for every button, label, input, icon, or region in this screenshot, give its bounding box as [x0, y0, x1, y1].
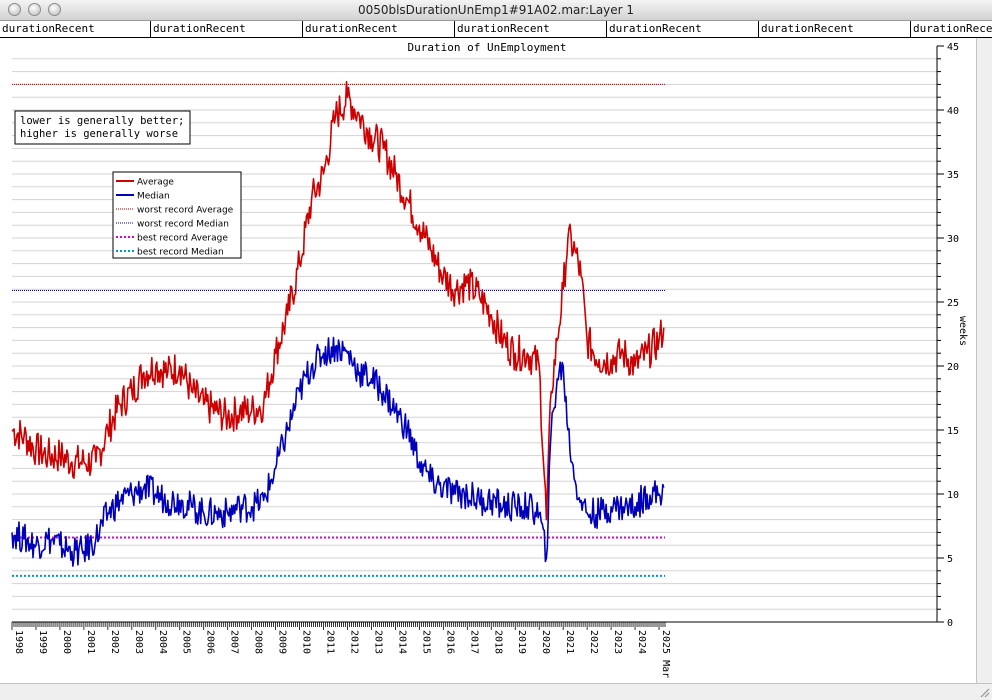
legend-label: worst record Median [137, 220, 229, 230]
x-tick-label: 2023 [612, 630, 623, 654]
window-title: 0050blsDurationUnEmp1#91A02.mar:Layer 1 [357, 3, 635, 17]
y-tick-label: 45 [947, 42, 959, 53]
note-box-frame [14, 110, 191, 145]
x-tick-label: 2008 [253, 630, 264, 654]
legend-label: Average [137, 178, 174, 188]
x-tick-label: 2019 [516, 630, 527, 654]
x-tick-label: 2022 [588, 630, 599, 654]
series-lines [11, 80, 665, 567]
series-line-average [11, 80, 665, 521]
y-axis-label: weeks [957, 316, 968, 346]
series-line-median [11, 336, 665, 567]
x-axis-ticks: 1998 1999 2000 2001 2002 2003 2004 2005 2006 2007… [11, 622, 671, 678]
x-tick-label: 1998 [13, 630, 24, 654]
x-tick-label: 2020 [540, 630, 551, 654]
x-tick-label: 2013 [372, 630, 383, 654]
x-tick-label: 2005 [181, 630, 192, 654]
duration-chart: 0 5 10 15 20 25 30 35 40 45 1998 1999 2000 2001 2002 2… [11, 41, 968, 678]
x-tick-label: 2006 [205, 630, 216, 654]
x-tick-label: 2001 [85, 630, 96, 654]
tab-duration-recent-7[interactable]: durationRecent [910, 21, 992, 37]
y-tick-label: 20 [947, 362, 959, 373]
legend: Average Median worst record Average worst r… [112, 171, 242, 259]
note-line-2: higher is generally worse [20, 128, 178, 140]
y-tick-label: 15 [947, 426, 959, 437]
x-tick-label: 2018 [492, 630, 503, 654]
vertical-scrollbar[interactable] [976, 38, 992, 683]
x-tick-label: 2002 [109, 630, 120, 654]
note-box: lower is generally better; higher is gen… [14, 110, 191, 145]
x-tick-label: 2025 Mar [660, 630, 671, 678]
tab-strip: durationRecent durationRecent durationRe… [0, 21, 992, 38]
x-tick-label: 2010 [301, 630, 312, 654]
x-tick-label: 2017 [468, 630, 479, 654]
x-tick-label: 2004 [157, 630, 168, 654]
close-window-button[interactable] [8, 3, 21, 16]
y-tick-label: 0 [947, 618, 953, 629]
gridlines [12, 58, 937, 610]
note-line-1: lower is generally better; [20, 115, 184, 127]
window-titlebar: 0050blsDurationUnEmp1#91A02.mar:Layer 1 [0, 0, 992, 21]
y-axis-ticks: 0 5 10 15 20 25 30 35 40 45 [937, 42, 959, 629]
legend-label: worst record Average [137, 206, 234, 216]
zoom-window-button[interactable] [48, 3, 61, 16]
tab-duration-recent-6[interactable]: durationRecent [758, 21, 854, 37]
minimize-window-button[interactable] [28, 3, 41, 16]
x-tick-label: 2024 [636, 630, 647, 654]
y-tick-label: 10 [947, 490, 959, 501]
tab-duration-recent-2[interactable]: durationRecent [150, 21, 246, 37]
x-tick-label: 2016 [444, 630, 455, 654]
x-tick-label: 2000 [61, 630, 72, 654]
x-tick-label: 2007 [229, 630, 240, 654]
horizontal-scrollbar[interactable] [0, 683, 992, 700]
legend-label: best record Median [137, 248, 224, 258]
legend-label: best record Average [137, 234, 228, 244]
resize-grip-icon[interactable] [978, 686, 990, 698]
x-tick-label: 2014 [396, 630, 407, 654]
x-tick-label: 2012 [348, 630, 359, 654]
legend-label: Median [137, 192, 170, 202]
x-tick-label: 2009 [277, 630, 288, 654]
x-tick-label: 2011 [325, 630, 336, 654]
x-tick-label: 1999 [37, 630, 48, 654]
chart-title: Duration of UnEmployment [408, 41, 567, 54]
y-tick-label: 5 [947, 554, 953, 565]
tab-duration-recent-3[interactable]: durationRecent [302, 21, 398, 37]
reference-lines [12, 83, 665, 577]
y-tick-label: 25 [947, 298, 959, 309]
y-tick-label: 40 [947, 106, 959, 117]
legend-frame [112, 171, 242, 259]
tab-duration-recent-5[interactable]: durationRecent [606, 21, 702, 37]
x-tick-label: 2015 [420, 630, 431, 654]
x-tick-label: 2003 [133, 630, 144, 654]
tab-duration-recent-4[interactable]: durationRecent [454, 21, 550, 37]
y-tick-label: 35 [947, 170, 959, 181]
x-tick-label: 2021 [564, 630, 575, 654]
tab-duration-recent-1[interactable]: durationRecent [2, 22, 95, 35]
y-tick-label: 30 [947, 234, 959, 245]
